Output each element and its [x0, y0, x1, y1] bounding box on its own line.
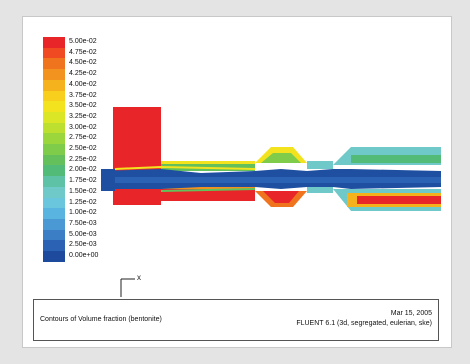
legend-tick-label: 4.00e-02	[69, 80, 97, 88]
outlet-lower-band-inner	[357, 196, 441, 204]
outlet-upper-band	[351, 155, 441, 163]
legend-tick-label: 4.75e-02	[69, 48, 97, 56]
legend-swatch	[43, 186, 65, 198]
legend-tick-label: 2.75e-02	[69, 134, 97, 142]
legend-swatch	[43, 251, 65, 263]
legend-tick-label: 5.00e-03	[69, 230, 97, 238]
legend-tick-label: 2.00e-02	[69, 166, 97, 174]
legend-tick-label: 0.00e+00	[69, 252, 99, 259]
legend-swatch	[43, 229, 65, 241]
legend-swatch	[43, 90, 65, 102]
legend-swatch	[43, 101, 65, 113]
contour-viewport[interactable]: 5.00e-02 4.75e-02 4.50e-02 4.25e-02 4.00e-02…	[23, 17, 451, 306]
legend-swatch	[43, 133, 65, 145]
expansion-upper-inner-1	[261, 153, 301, 163]
plot-caption: Contours of Volume fraction (bentonite) …	[33, 299, 439, 341]
legend-tick-label: 3.75e-02	[69, 91, 97, 99]
legend-swatch	[43, 176, 65, 188]
legend-tick-label: 1.50e-02	[69, 187, 97, 195]
core-inner-band	[115, 177, 441, 183]
caption-date: Mar 15, 2005	[390, 310, 432, 317]
legend-swatch	[43, 79, 65, 91]
legend-tick-label: 2.50e-02	[69, 145, 97, 152]
legend-tick-label: 3.25e-02	[69, 112, 97, 120]
legend-tick-label: 2.50e-03	[69, 241, 97, 249]
legend-swatch	[43, 111, 65, 124]
axes-triad-lines	[120, 278, 135, 297]
x-axis-label: x	[137, 273, 141, 282]
contour-plot	[101, 107, 441, 211]
inlet-chamber-upper-region	[113, 107, 161, 125]
legend-swatch	[43, 218, 65, 231]
legend-tick-label: 1.25e-02	[69, 198, 97, 206]
legend-swatch	[43, 197, 65, 209]
core-bottom-edge	[160, 188, 256, 192]
legend-tick-label: 2.25e-02	[69, 155, 97, 163]
legend-swatch	[43, 47, 65, 59]
caption-solver: FLUENT 6.1 (3d, segregated, eulerian, sk…	[296, 320, 432, 327]
graphics-window: 5.00e-02 4.75e-02 4.50e-02 4.25e-02 4.00e-02…	[22, 16, 452, 348]
legend-swatch	[43, 144, 65, 156]
legend-swatch	[43, 122, 65, 134]
caption-title: Contours of Volume fraction (bentonite)	[40, 316, 162, 323]
legend-swatch	[43, 58, 65, 70]
legend-tick-label: 5.00e-02	[69, 38, 97, 45]
legend-tick-label: 1.00e-02	[69, 209, 97, 217]
legend-swatch	[43, 154, 65, 166]
legend-swatch	[43, 69, 65, 81]
legend-swatch	[43, 165, 65, 177]
connector-upper	[307, 161, 333, 169]
legend-tick-label: 3.00e-02	[69, 123, 97, 131]
connector-lower	[307, 185, 333, 193]
legend-tick-label: 1.75e-02	[69, 177, 97, 185]
legend-swatch	[43, 240, 65, 252]
core-top-edge	[114, 165, 256, 170]
legend-tick-label: 7.50e-03	[69, 219, 97, 227]
upper-pipe-edge	[161, 161, 255, 164]
legend-tick-label: 4.50e-02	[69, 59, 97, 67]
legend-swatch	[43, 37, 65, 49]
legend-tick-label: 4.25e-02	[69, 70, 97, 78]
legend-tick-label: 3.50e-02	[69, 102, 97, 110]
expansion-lower-inner-1	[263, 191, 299, 203]
legend-swatch	[43, 208, 65, 220]
